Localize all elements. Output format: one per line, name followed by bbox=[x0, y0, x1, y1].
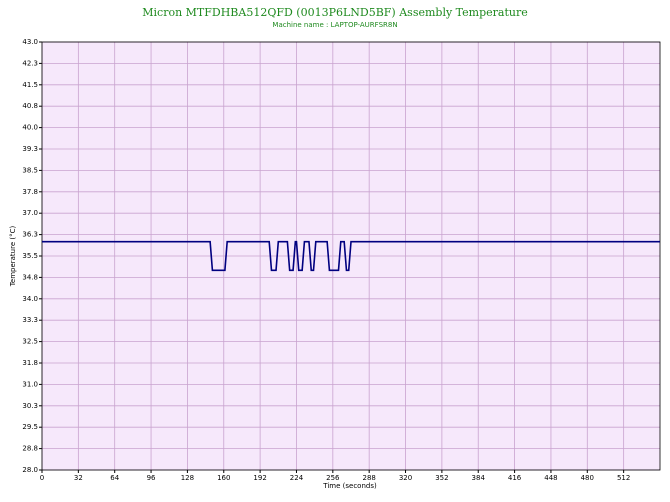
y-tick-label: 42.3 bbox=[22, 59, 38, 67]
x-tick-label: 64 bbox=[110, 474, 119, 482]
y-tick-label: 39.3 bbox=[22, 145, 38, 153]
y-axis-label: Temperature (°C) bbox=[9, 226, 17, 288]
x-tick-label: 224 bbox=[290, 474, 304, 482]
x-tick-label: 320 bbox=[399, 474, 412, 482]
x-tick-label: 288 bbox=[362, 474, 375, 482]
y-tick-label: 32.5 bbox=[22, 338, 38, 346]
chart-title: Micron MTFDHBA512QFD (0013P6LND5BF) Asse… bbox=[142, 6, 527, 19]
x-tick-label: 128 bbox=[181, 474, 194, 482]
y-tick-label: 35.5 bbox=[22, 252, 38, 260]
y-tick-label: 33.3 bbox=[22, 316, 38, 324]
x-tick-label: 0 bbox=[40, 474, 44, 482]
y-tick-label: 37.8 bbox=[22, 188, 38, 196]
data-line bbox=[42, 240, 660, 272]
y-tick-label: 28.0 bbox=[22, 466, 38, 474]
chart-subtitle: Machine name : LAPTOP-AURFSR8N bbox=[272, 21, 397, 29]
y-tick-label: 34.8 bbox=[22, 273, 38, 281]
x-tick-label: 192 bbox=[253, 474, 266, 482]
y-tick-label: 30.3 bbox=[22, 402, 38, 410]
y-tick-label: 28.8 bbox=[22, 445, 38, 453]
y-tick-label: 31.8 bbox=[22, 359, 38, 367]
x-tick-label: 416 bbox=[508, 474, 522, 482]
plot-border bbox=[41, 41, 661, 471]
x-tick-label: 384 bbox=[472, 474, 486, 482]
y-tick-label: 36.3 bbox=[22, 231, 38, 239]
y-tick-label: 29.5 bbox=[22, 423, 38, 431]
x-tick-label: 160 bbox=[217, 474, 230, 482]
y-tick-label: 40.0 bbox=[22, 124, 38, 132]
x-tick-label: 448 bbox=[544, 474, 557, 482]
y-tick-label: 34.0 bbox=[22, 295, 38, 303]
y-tick-label: 37.0 bbox=[22, 209, 38, 217]
x-tick-label: 480 bbox=[581, 474, 594, 482]
y-tick-label: 31.0 bbox=[22, 380, 38, 388]
y-tick-label: 40.8 bbox=[22, 102, 38, 110]
x-tick-label: 256 bbox=[326, 474, 340, 482]
x-axis-label: Time (seconds) bbox=[322, 482, 377, 490]
y-tick-label: 43.0 bbox=[22, 38, 38, 46]
x-tick-label: 96 bbox=[147, 474, 156, 482]
x-tick-label: 32 bbox=[74, 474, 83, 482]
x-tick-label: 352 bbox=[435, 474, 448, 482]
x-tick-label: 512 bbox=[617, 474, 630, 482]
y-tick-label: 38.5 bbox=[22, 166, 38, 174]
y-tick-label: 41.5 bbox=[22, 81, 38, 89]
